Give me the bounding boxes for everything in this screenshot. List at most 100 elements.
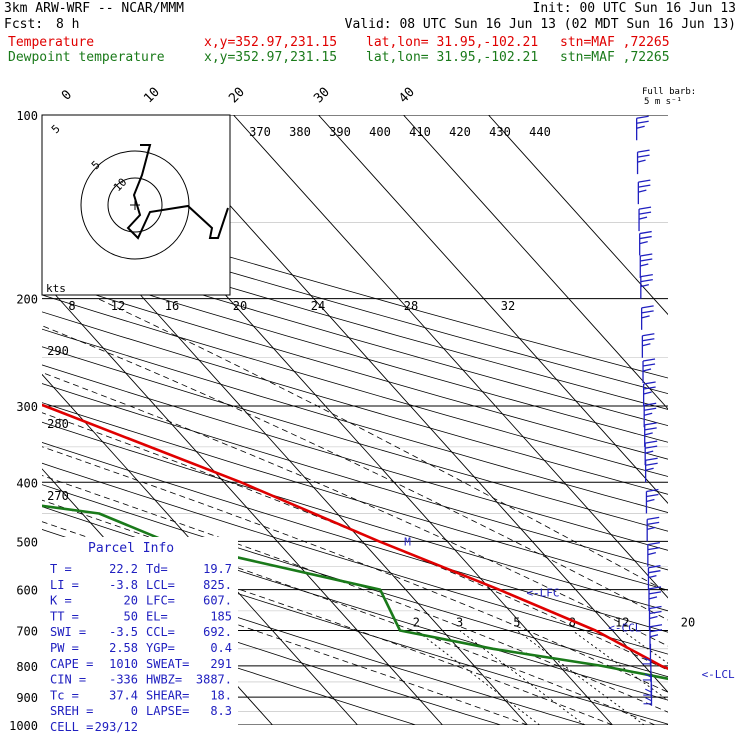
parcel-value: 607. (203, 594, 232, 608)
isotherm (403, 115, 668, 410)
hodo-axis-label: 32 (501, 299, 515, 313)
level-marker: <-CCL (608, 621, 641, 634)
valid-time: Valid: 08 UTC Sun 16 Jun 13 (02 MDT Sun … (344, 17, 736, 32)
hodo-axis-label: 8 (68, 299, 75, 313)
wind-barb (639, 230, 652, 256)
mixing-ratio-label: 3 (456, 616, 463, 630)
barb-legend-line1: Full barb: (642, 87, 696, 97)
parcel-key: LAPSE= (146, 704, 189, 718)
parcel-key: SWI = (50, 625, 86, 639)
wind-barb (644, 440, 658, 466)
pressure-tick-700: 700 (16, 625, 38, 639)
theta-label: 410 (409, 125, 431, 139)
parcel-key: K = (50, 594, 72, 608)
isotherm-label: 20 (226, 85, 248, 107)
theta-label: 430 (489, 125, 511, 139)
isotherm (0, 115, 18, 725)
parcel-key: SWEAT= (146, 657, 189, 671)
parcel-key: LI = (50, 578, 79, 592)
parcel-value: 8.3 (210, 704, 232, 718)
isotherm (42, 279, 443, 725)
pressure-tick-900: 900 (16, 691, 38, 705)
mixing-ratio-label: 8 (569, 616, 576, 630)
isotherm-label: 40 (396, 85, 418, 107)
mixing-ratio-label: 5 (513, 616, 520, 630)
wind-barb (641, 333, 655, 358)
moist-adiabat (42, 521, 613, 725)
level-marker: <-LCL (702, 668, 735, 681)
wind-barb (645, 488, 659, 514)
wind-barb (649, 624, 663, 649)
mixing-ratio-label: 20 (681, 616, 695, 630)
hodo-axis-label: 20 (233, 299, 247, 313)
legend-dewpoint-station: stn=MAF ,72265 (560, 50, 670, 65)
wind-barb (636, 115, 649, 141)
theta-label: 390 (329, 125, 351, 139)
legend-temperature-station: stn=MAF ,72265 (560, 35, 670, 50)
level-marker: <-LFC (526, 587, 559, 600)
parcel-value: -3.5 (109, 625, 138, 639)
parcel-key: YGP= (146, 641, 175, 655)
dry-adiabat (42, 346, 668, 532)
parcel-value: 22.2 (109, 562, 138, 576)
dry-adiabat (42, 402, 668, 591)
isotherm-label: 10 (141, 85, 163, 107)
parcel-value: 185 (210, 609, 232, 623)
wind-barb (643, 402, 657, 428)
pressure-tick-100: 100 (16, 109, 38, 123)
parcel-key: Tc = (50, 688, 79, 702)
isotherm (233, 115, 668, 599)
theta-label-left: 290 (47, 344, 69, 358)
wind-barb (648, 605, 662, 631)
parcel-value: 692. (203, 625, 232, 639)
moist-adiabat (42, 446, 668, 693)
hodo-axis-label: 12 (111, 299, 125, 313)
parcel-value: 18. (210, 688, 232, 702)
dry-adiabat (42, 200, 668, 379)
parcel-key: PW = (50, 641, 79, 655)
legend-temperature-xy: x,y=352.97,231.15 (204, 35, 338, 50)
dewpoint-profile (42, 504, 668, 681)
parcel-key: HWBZ= (146, 673, 182, 687)
wind-barb (642, 358, 656, 383)
mixing-ratio-line (572, 630, 668, 701)
isotherm (318, 115, 668, 505)
parcel-value: 1010 (109, 657, 138, 671)
hodo-axis-label: 24 (311, 299, 325, 313)
parcel-key: LCL= (146, 578, 175, 592)
parcel-value: 20 (124, 594, 138, 608)
pressure-tick-300: 300 (16, 400, 38, 414)
level-marker: M (404, 535, 411, 548)
theta-label-left: 280 (47, 417, 69, 431)
parcel-value: 291 (210, 657, 232, 671)
dry-adiabat (42, 311, 668, 495)
isotherm (488, 115, 668, 316)
hodograph-ring-inner (107, 177, 163, 233)
init-time: Init: 00 UTC Sun 16 Jun 13 (532, 1, 737, 16)
theta-label: 380 (289, 125, 311, 139)
mixing-ratio-line (621, 630, 668, 664)
hodo-axis-label: 16 (165, 299, 179, 313)
parcel-info-title: Parcel Info (88, 541, 174, 556)
wind-barb (637, 179, 651, 205)
parcel-value: 50 (124, 609, 138, 623)
parcel-value: 0.4 (210, 641, 232, 655)
dry-adiabat (42, 261, 668, 443)
pressure-tick-200: 200 (16, 293, 38, 307)
parcel-value: 293/12 (95, 720, 138, 734)
wind-barb (638, 206, 652, 232)
pressure-tick-400: 400 (16, 476, 38, 490)
mixing-ratio-line (516, 630, 645, 725)
moist-adiabat (42, 325, 668, 621)
wind-barb (636, 149, 650, 175)
isotherm (148, 115, 668, 693)
hodo-axis-label: 28 (404, 299, 418, 313)
moist-adiabat (42, 499, 656, 725)
parcel-value: 0 (131, 704, 138, 718)
pressure-tick-1000: 1000 (9, 719, 38, 733)
dry-adiabat (42, 421, 668, 612)
wind-barb (640, 305, 654, 330)
legend-dewpoint-name: Dewpoint temperature (8, 50, 165, 65)
parcel-key: CIN = (50, 673, 86, 687)
